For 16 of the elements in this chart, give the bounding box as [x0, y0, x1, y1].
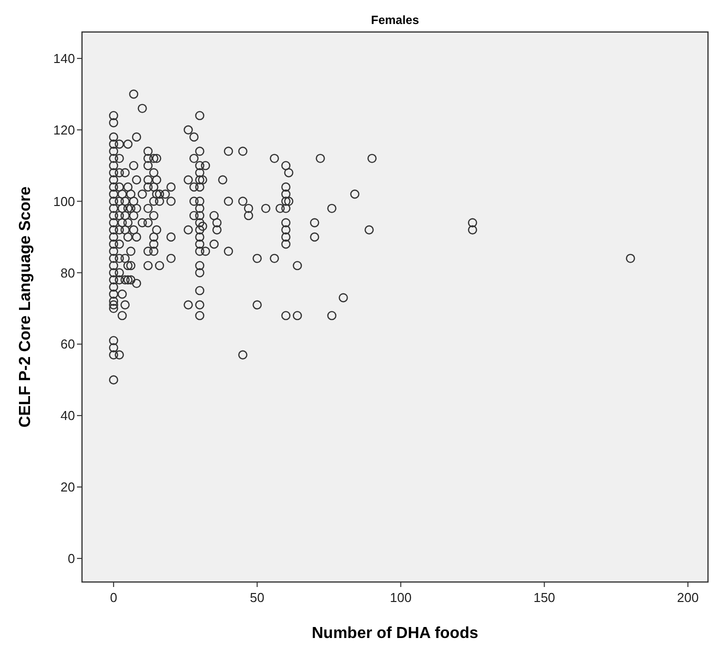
y-tick-label: 20: [60, 480, 75, 495]
x-tick-label: 150: [533, 590, 556, 605]
y-tick-label: 120: [53, 122, 75, 138]
y-tick-label: 60: [60, 336, 75, 352]
y-tick-label: 100: [53, 194, 75, 209]
x-tick-label: 0: [110, 590, 118, 605]
x-axis-title: Number of DHA foods: [312, 625, 478, 642]
x-tick-label: 100: [390, 590, 412, 605]
chart-title: Females: [370, 13, 420, 27]
x-tick-label: 200: [677, 590, 699, 605]
y-tick-label: 40: [60, 408, 75, 424]
x-tick-label: 50: [250, 590, 264, 605]
y-tick-label: 80: [60, 265, 75, 280]
y-tick-label: 140: [53, 50, 75, 66]
y-axis-title: CELF P-2 Core Language Score: [17, 186, 34, 428]
y-tick-label: 0: [68, 550, 75, 566]
